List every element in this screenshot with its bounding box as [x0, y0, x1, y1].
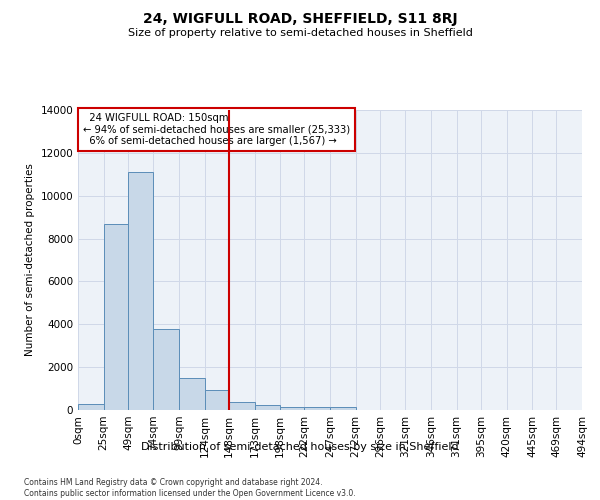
Text: 24, WIGFULL ROAD, SHEFFIELD, S11 8RJ: 24, WIGFULL ROAD, SHEFFIELD, S11 8RJ — [143, 12, 457, 26]
Text: Contains HM Land Registry data © Crown copyright and database right 2024.
Contai: Contains HM Land Registry data © Crown c… — [24, 478, 356, 498]
Bar — [78, 404, 104, 410]
Bar — [254, 405, 280, 410]
Bar — [104, 224, 128, 410]
Text: 24 WIGFULL ROAD: 150sqm
← 94% of semi-detached houses are smaller (25,333)
  6% : 24 WIGFULL ROAD: 150sqm ← 94% of semi-de… — [83, 113, 350, 146]
Bar — [154, 328, 179, 410]
Text: Distribution of semi-detached houses by size in Sheffield: Distribution of semi-detached houses by … — [141, 442, 459, 452]
Bar — [179, 378, 205, 410]
Bar — [128, 172, 154, 410]
Bar — [330, 407, 356, 410]
Bar — [229, 402, 254, 410]
Text: Size of property relative to semi-detached houses in Sheffield: Size of property relative to semi-detach… — [128, 28, 472, 38]
Bar — [304, 408, 330, 410]
Y-axis label: Number of semi-detached properties: Number of semi-detached properties — [25, 164, 35, 356]
Bar — [205, 390, 229, 410]
Bar — [280, 407, 304, 410]
